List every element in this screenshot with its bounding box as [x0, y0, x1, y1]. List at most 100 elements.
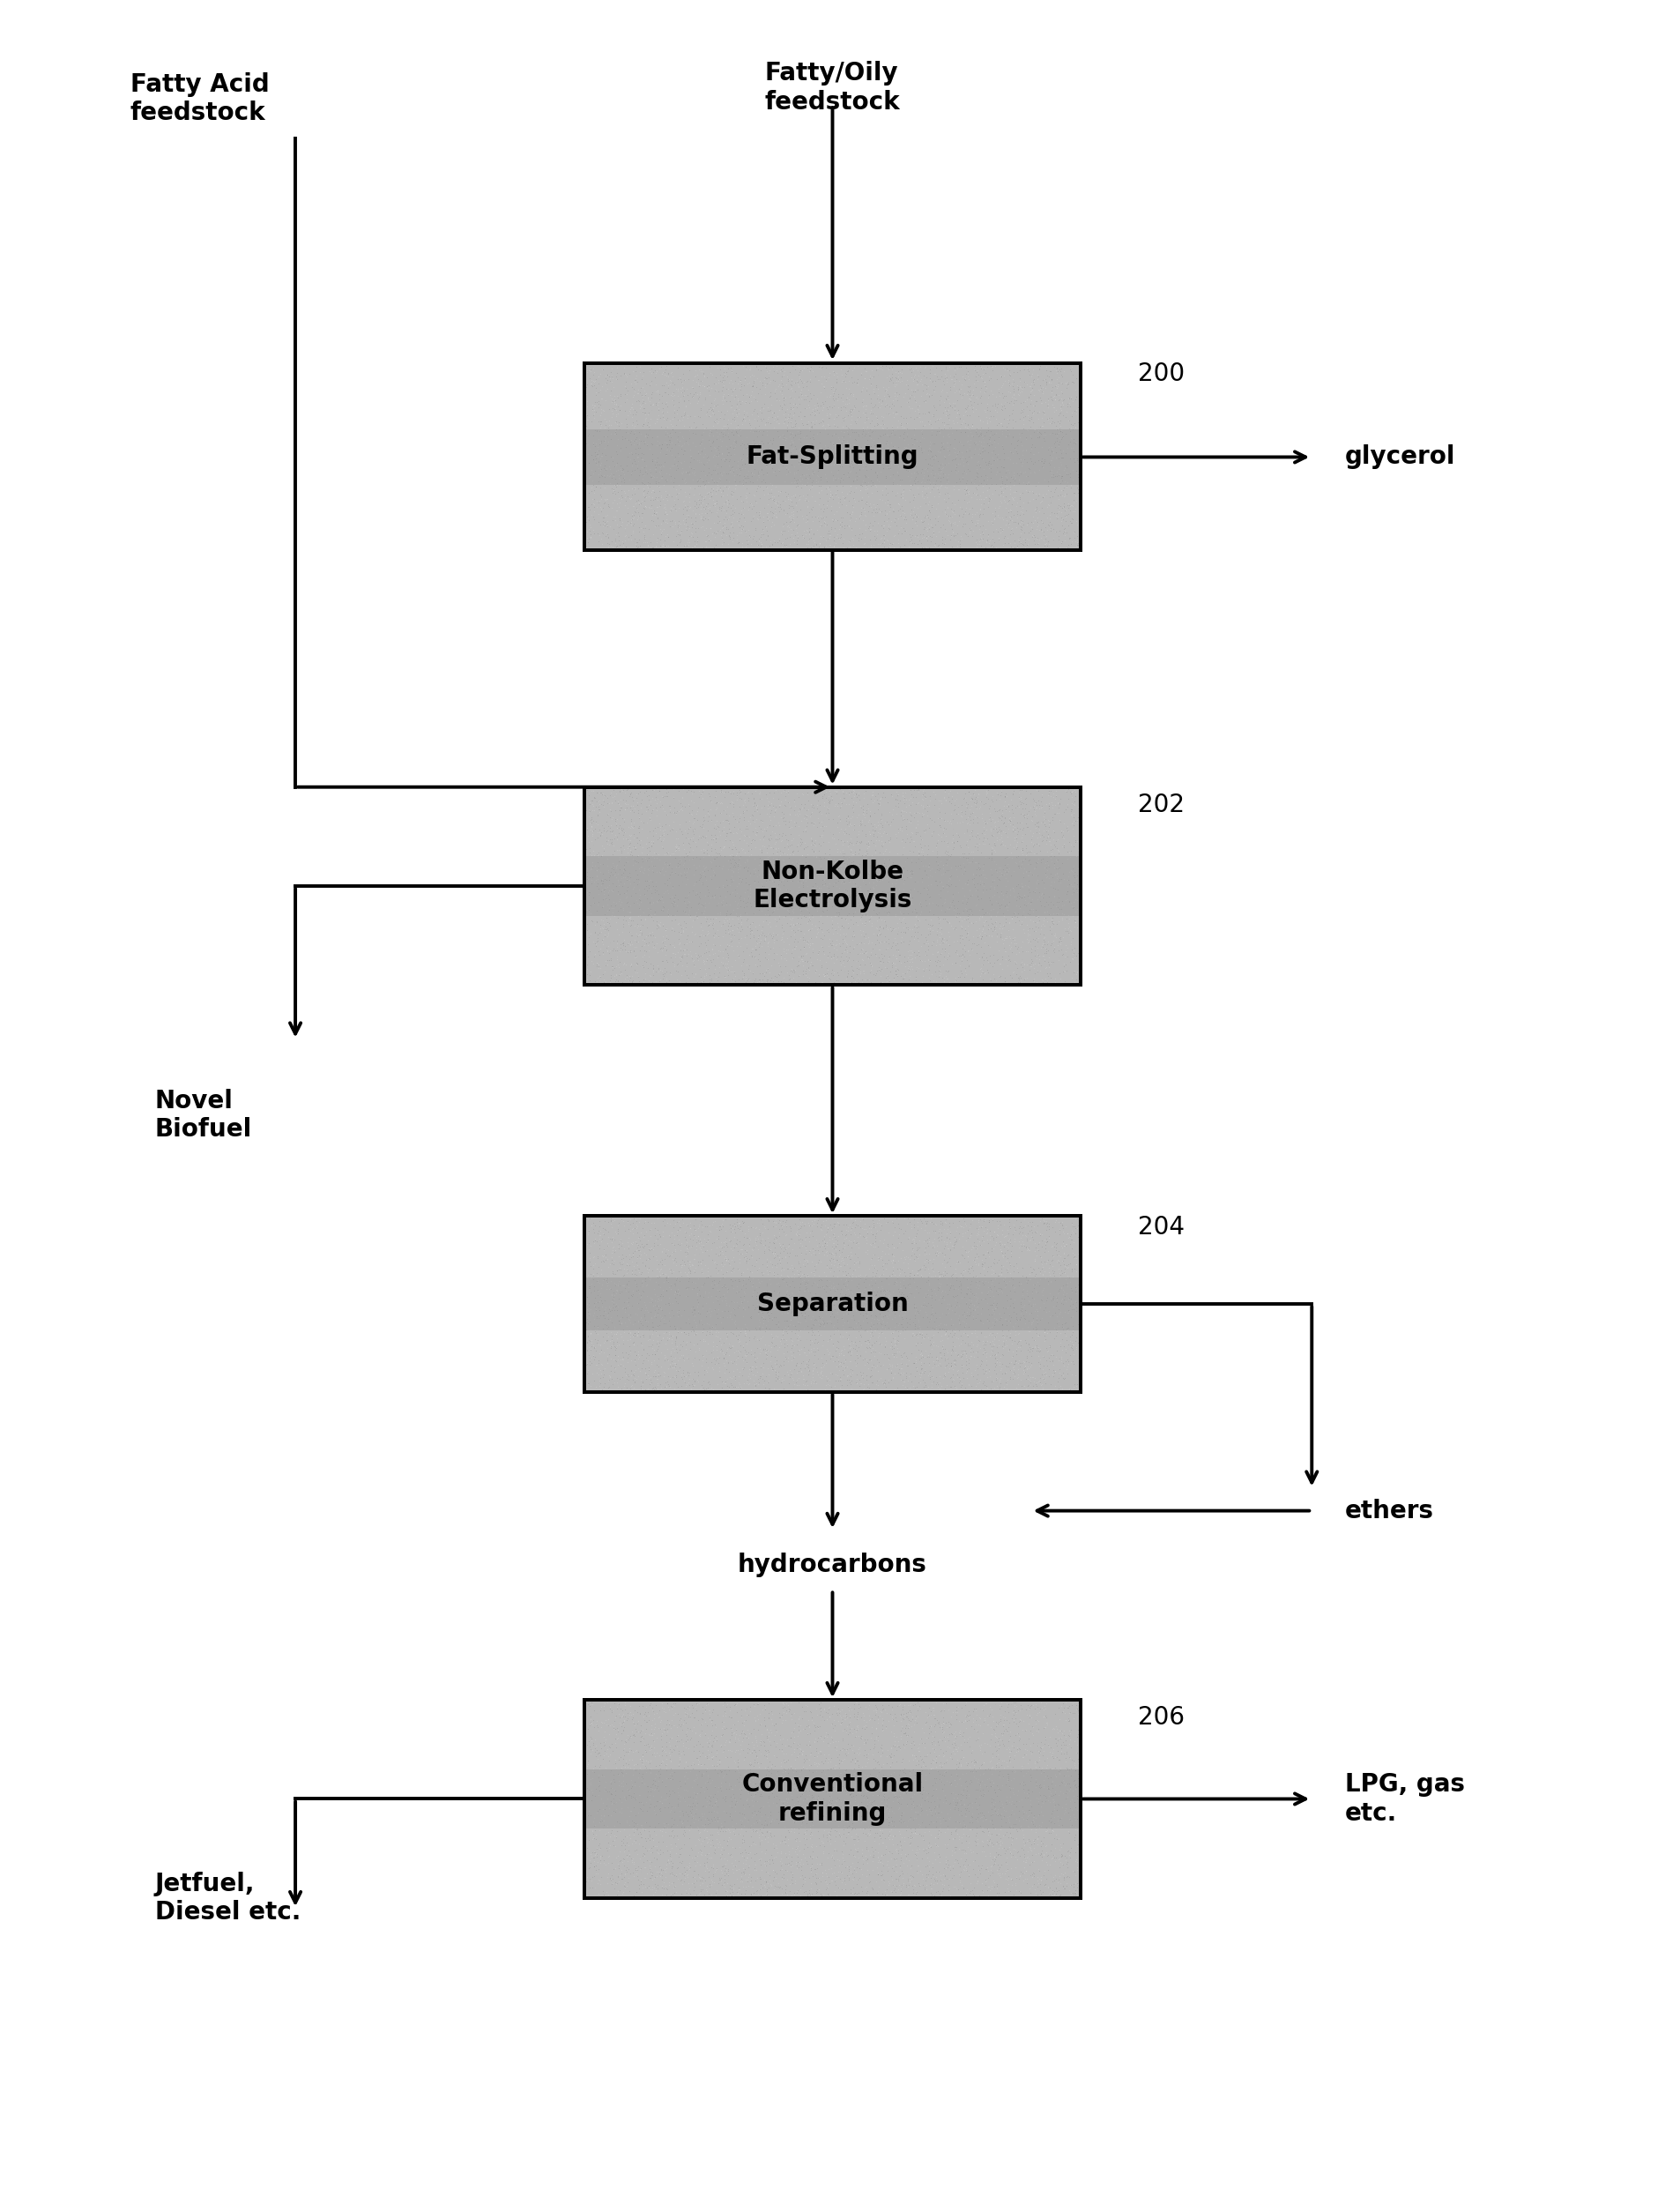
Point — [673, 909, 699, 945]
Point — [824, 1279, 851, 1314]
Point — [793, 1728, 819, 1763]
Point — [689, 502, 716, 538]
Point — [649, 1717, 676, 1752]
Point — [773, 1206, 799, 1241]
Point — [982, 1290, 1009, 1325]
Point — [688, 1223, 714, 1259]
Point — [997, 803, 1024, 838]
Point — [881, 1323, 907, 1358]
Point — [766, 487, 793, 522]
Point — [594, 1701, 621, 1736]
Point — [927, 465, 954, 500]
Point — [836, 838, 862, 874]
Point — [999, 1307, 1026, 1343]
Point — [604, 1338, 631, 1374]
Point — [1056, 1816, 1082, 1851]
Point — [679, 1801, 706, 1836]
Point — [944, 352, 971, 387]
Point — [889, 1798, 916, 1834]
Point — [894, 821, 921, 856]
Point — [1017, 365, 1044, 400]
Point — [964, 526, 991, 562]
Point — [897, 1754, 924, 1790]
Point — [644, 1360, 671, 1396]
Point — [744, 526, 771, 562]
Point — [648, 1298, 674, 1334]
Point — [621, 933, 648, 969]
Point — [813, 396, 839, 431]
Point — [578, 438, 604, 473]
Point — [841, 1243, 867, 1279]
Point — [862, 1312, 889, 1347]
Point — [596, 880, 623, 916]
Point — [934, 960, 961, 995]
Point — [1052, 1703, 1079, 1739]
Point — [644, 1296, 671, 1332]
Point — [763, 922, 789, 958]
Point — [779, 409, 806, 445]
Point — [886, 1765, 912, 1801]
Point — [811, 529, 837, 564]
Point — [907, 363, 934, 398]
Point — [648, 1728, 674, 1763]
Point — [633, 453, 659, 489]
Point — [1039, 1243, 1066, 1279]
Point — [891, 1796, 917, 1832]
Point — [861, 409, 887, 445]
Point — [646, 473, 673, 509]
Point — [669, 894, 696, 929]
Point — [1047, 812, 1074, 847]
Point — [581, 1285, 608, 1321]
Point — [728, 1717, 754, 1752]
Point — [937, 504, 964, 540]
Point — [856, 830, 882, 865]
Point — [628, 1254, 654, 1290]
Point — [1021, 1801, 1047, 1836]
Point — [921, 1783, 947, 1818]
Point — [849, 491, 876, 526]
Point — [899, 436, 926, 471]
Point — [1027, 876, 1054, 911]
Point — [1054, 1281, 1081, 1316]
Point — [902, 814, 929, 849]
Point — [891, 378, 917, 414]
Point — [579, 442, 606, 478]
Point — [986, 792, 1012, 827]
Point — [679, 1314, 706, 1349]
Point — [936, 458, 962, 493]
Point — [979, 495, 1006, 531]
Point — [581, 803, 608, 838]
Point — [954, 422, 981, 458]
Point — [994, 1851, 1021, 1887]
Point — [852, 458, 879, 493]
Point — [849, 1847, 876, 1882]
Point — [771, 1783, 798, 1818]
Point — [581, 1332, 608, 1367]
Point — [946, 818, 972, 854]
Point — [709, 1836, 736, 1871]
Point — [631, 1250, 658, 1285]
Point — [734, 1712, 761, 1747]
Point — [954, 900, 981, 936]
Point — [997, 511, 1024, 546]
Point — [584, 1349, 611, 1385]
Point — [917, 502, 944, 538]
Point — [844, 1701, 871, 1736]
Point — [939, 416, 966, 451]
Point — [834, 1363, 861, 1398]
Point — [703, 1250, 729, 1285]
Point — [937, 849, 964, 885]
Point — [1034, 1332, 1061, 1367]
Point — [654, 1761, 681, 1796]
Point — [606, 796, 633, 832]
Point — [884, 1728, 911, 1763]
Point — [624, 898, 651, 933]
Point — [611, 852, 638, 887]
Point — [586, 482, 613, 518]
Point — [698, 511, 724, 546]
Point — [763, 1201, 789, 1237]
Point — [729, 832, 756, 867]
Point — [711, 524, 738, 560]
Point — [1014, 918, 1041, 953]
Point — [907, 887, 934, 922]
